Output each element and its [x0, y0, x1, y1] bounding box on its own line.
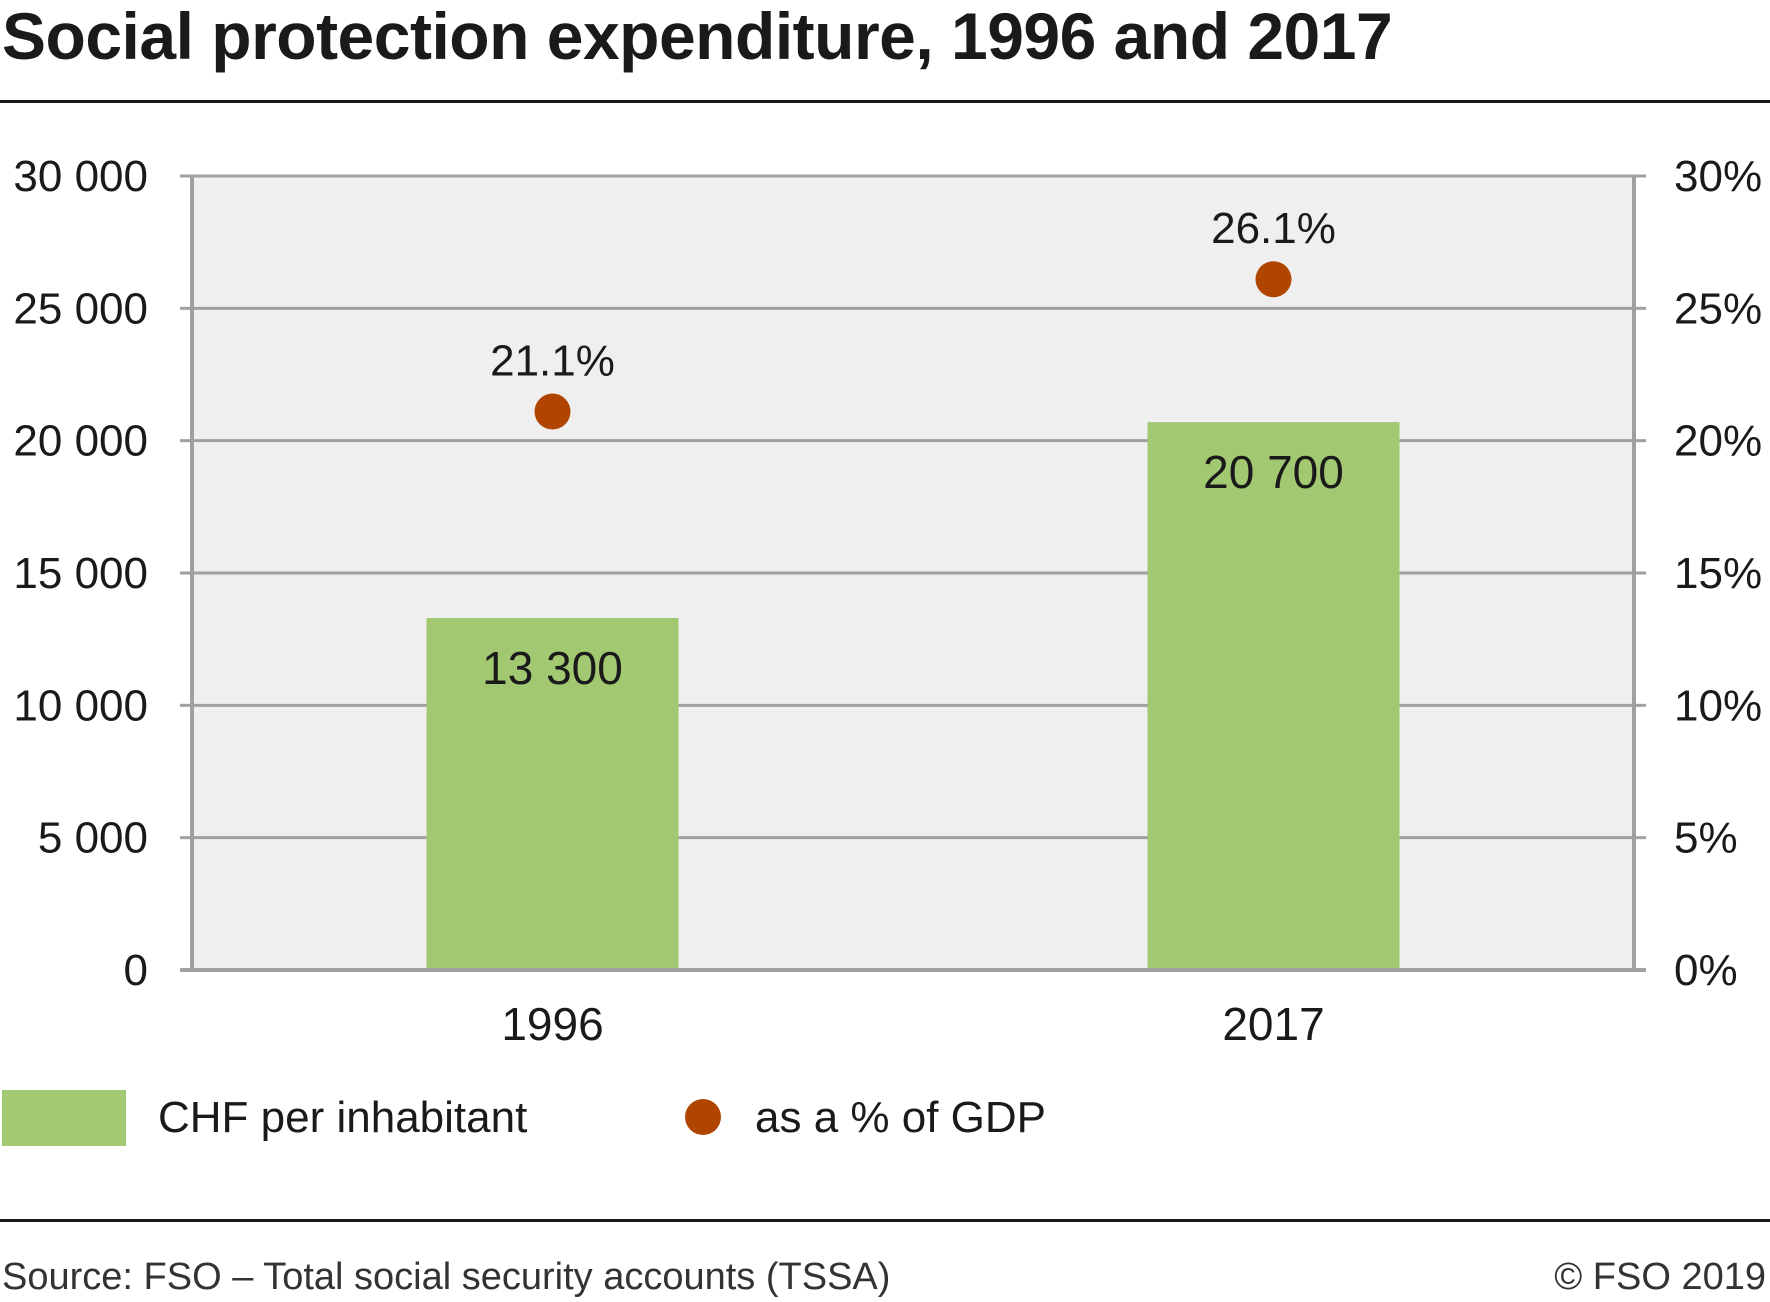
- chart-title: Social protection expenditure, 1996 and …: [2, 0, 1393, 73]
- y-left-tick-label: 20 000: [13, 417, 148, 466]
- dot-value-label: 21.1%: [490, 337, 615, 386]
- y-right-tick-label: 5%: [1674, 814, 1738, 863]
- legend-label-bars: CHF per inhabitant: [158, 1093, 528, 1142]
- x-tick-label: 2017: [1222, 998, 1324, 1050]
- copyright-note: © FSO 2019: [1554, 1256, 1766, 1298]
- y-left-tick-label: 25 000: [13, 284, 148, 333]
- y-right-tick-label: 15%: [1674, 549, 1762, 598]
- y-right-tick-label: 20%: [1674, 417, 1762, 466]
- bar: [426, 617, 679, 970]
- y-right-tick-label: 25%: [1674, 284, 1762, 333]
- y-left-tick-label: 0: [124, 946, 148, 995]
- y-left-tick-label: 15 000: [13, 549, 148, 598]
- title-divider: [0, 100, 1770, 103]
- y-left-tick-label: 30 000: [13, 152, 148, 201]
- y-right-tick-label: 10%: [1674, 681, 1762, 730]
- y-left-tick-label: 10 000: [13, 681, 148, 730]
- legend-swatch-dot: [685, 1099, 721, 1135]
- gdp-share-dot: [1255, 261, 1292, 298]
- dot-value-label: 26.1%: [1211, 204, 1336, 253]
- footer-divider: [0, 1219, 1770, 1222]
- y-right-tick-label: 30%: [1674, 152, 1762, 201]
- x-tick-label: 1996: [501, 998, 603, 1050]
- y-left-tick-label: 5 000: [38, 814, 148, 863]
- legend-swatch-bar: [2, 1090, 126, 1146]
- y-right-tick-label: 0%: [1674, 946, 1738, 995]
- bar-value-label: 20 700: [1203, 446, 1344, 498]
- chart-canvas: 0 5 000 10 000 15 000 20 000 25 000 30 000 0% 5%…: [13, 152, 1762, 1050]
- legend-label-dots: as a % of GDP: [755, 1093, 1047, 1142]
- gdp-share-dot: [534, 393, 571, 430]
- bar: [1147, 422, 1400, 970]
- bar-value-label: 13 300: [482, 642, 623, 694]
- source-note: Source: FSO – Total social security acco…: [2, 1256, 891, 1298]
